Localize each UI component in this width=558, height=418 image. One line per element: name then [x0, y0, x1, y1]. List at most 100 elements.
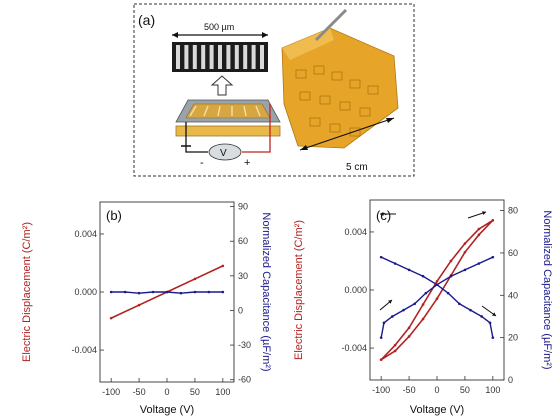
chart-c-frame: [369, 199, 505, 381]
size-bar-line: [299, 117, 395, 151]
data-point: [463, 268, 467, 272]
data-point: [421, 303, 425, 306]
data-point: [165, 290, 169, 294]
x-tick-label: 100: [215, 387, 230, 397]
data-point: [123, 290, 127, 294]
micrograph-finger: [184, 45, 189, 69]
y-tick-label-right: 80: [508, 206, 518, 216]
data-point: [193, 290, 197, 294]
scale-bar-label: 500 µm: [204, 22, 234, 32]
data-point: [449, 259, 453, 263]
y-tick-label-right: 60: [508, 248, 518, 258]
data-point: [446, 291, 450, 295]
device-electrodes: [189, 105, 261, 117]
data-point: [463, 242, 467, 245]
data-point: [407, 268, 411, 272]
micrograph-finger: [176, 45, 180, 69]
y-tick-label-right: 0: [238, 305, 243, 315]
film-pad: [295, 69, 307, 79]
data-point: [137, 303, 141, 307]
data-point: [221, 290, 225, 294]
x-tick-label: 50: [190, 387, 200, 397]
data-point: [491, 336, 495, 339]
data-point: [382, 321, 386, 325]
up-arrow-icon: [210, 75, 234, 96]
y-tick-label-right: -30: [238, 340, 251, 350]
data-point: [458, 302, 461, 306]
data-point: [477, 233, 481, 237]
film-pad: [349, 127, 361, 137]
data-point: [491, 219, 495, 222]
sweep-arrowhead-icon: [380, 211, 384, 217]
data-point: [477, 227, 481, 231]
film-pad: [331, 71, 343, 81]
chart-c-ylabel-left: Electric Displacement (C/m²): [293, 220, 305, 360]
data-point: [491, 255, 495, 259]
micrograph-finger: [201, 45, 206, 69]
size-bar-arrow-end: [386, 118, 394, 123]
data-point: [393, 262, 397, 265]
film-pad: [319, 95, 331, 105]
x-tick-label: 50: [460, 385, 470, 395]
data-point: [463, 250, 467, 254]
y-tick-label-right: 90: [238, 202, 248, 212]
micrograph-finger: [234, 45, 239, 69]
data-point: [393, 343, 397, 347]
y-tick-label-right: 0: [508, 375, 513, 385]
x-tick-label: -100: [102, 387, 120, 397]
micrograph-fingers: [176, 45, 264, 69]
micrograph-finger: [251, 45, 256, 69]
data-point: [477, 262, 481, 265]
data-point: [221, 264, 225, 268]
wire-positive: [242, 104, 271, 153]
film-pad: [359, 107, 371, 117]
sweep-arrowhead-icon: [482, 211, 486, 216]
data-point: [393, 349, 397, 353]
y-tick-label-right: -60: [238, 375, 251, 385]
film-electrode-pads: [295, 65, 379, 137]
device-electrode: [255, 105, 261, 117]
data-point: [379, 358, 383, 361]
data-point: [407, 326, 411, 330]
data-point: [469, 308, 472, 312]
data-point: [379, 255, 383, 259]
scale-bar-arrow-left: [172, 32, 178, 38]
data-point: [421, 317, 425, 321]
x-tick-label: -50: [133, 387, 146, 397]
data-point: [413, 302, 416, 306]
x-tick-label: 100: [485, 385, 500, 395]
sweep-arrowhead-icon: [388, 300, 392, 304]
y-tick-label-right: 60: [238, 236, 248, 246]
size-bar-arrow-start: [300, 145, 308, 150]
panel-a-label: (a): [138, 12, 155, 28]
micrograph-finger: [260, 45, 264, 69]
y-tick-label-right: 30: [238, 271, 248, 281]
device-electrode: [189, 105, 197, 117]
data-point: [402, 308, 405, 312]
chart-b: (b) -100 -50 0 50 100 0.004 0.000 -0.004 90 60 30 0…: [21, 201, 272, 416]
micrograph-finger: [218, 45, 222, 69]
y-tick-label-left: 0.000: [74, 287, 97, 297]
film-pad: [313, 65, 325, 75]
y-tick-label-right: 40: [508, 290, 518, 300]
micrograph-finger: [226, 45, 231, 69]
chart-c-ylabel-right: Normalized Capacitance (µF/m²): [541, 210, 553, 369]
plus-label: +: [244, 157, 250, 169]
data-point: [449, 274, 453, 278]
data-point: [435, 297, 439, 301]
data-point: [193, 277, 197, 281]
x-tick-label: 0: [164, 387, 169, 397]
data-point: [391, 315, 394, 318]
film-pad: [299, 91, 311, 101]
y-tick-label-left: 0.004: [74, 229, 97, 239]
data-point: [379, 336, 383, 339]
data-point: [137, 291, 141, 295]
film-pad: [349, 79, 361, 89]
series-line: [380, 219, 494, 361]
chart-b-panel-label: (b): [106, 208, 122, 223]
x-tick-label: 0: [434, 385, 439, 395]
scale-bar-arrow-right: [262, 32, 268, 38]
data-point: [109, 316, 113, 320]
micrograph-finger: [243, 45, 248, 69]
chart-b-ylabel-right: Normalized Capacitance (µF/m²): [260, 212, 272, 371]
